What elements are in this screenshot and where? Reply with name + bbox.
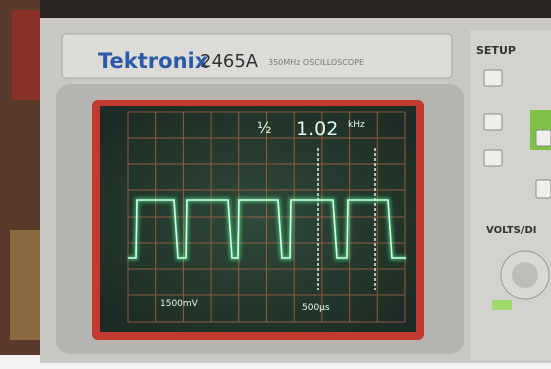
subtitle: 350MHz OSCILLOSCOPE	[268, 58, 364, 67]
wood-object	[10, 230, 40, 340]
frequency-unit: kHz	[348, 120, 365, 130]
volts-div-label: VOLTS/DI	[486, 225, 536, 236]
knob-center	[512, 262, 538, 288]
button[interactable]	[536, 130, 551, 146]
red-object	[12, 10, 40, 100]
timebase: 500µs	[302, 303, 330, 313]
button[interactable]	[484, 114, 502, 130]
model: 2465A	[200, 51, 259, 72]
screen	[100, 106, 416, 332]
photo: Tektronix 2465A 350MHz OSCILLOSCOPE ½ 1.…	[0, 0, 551, 369]
readout-prefix: ½	[257, 119, 272, 137]
brand: Tektronix	[98, 49, 209, 73]
indicator	[492, 300, 512, 310]
button[interactable]	[536, 180, 551, 198]
setup-label: SETUP	[476, 44, 516, 57]
frequency: 1.02	[296, 118, 338, 140]
button[interactable]	[484, 150, 502, 166]
channel-scale: 1500mV	[160, 299, 199, 309]
button[interactable]	[484, 70, 502, 86]
